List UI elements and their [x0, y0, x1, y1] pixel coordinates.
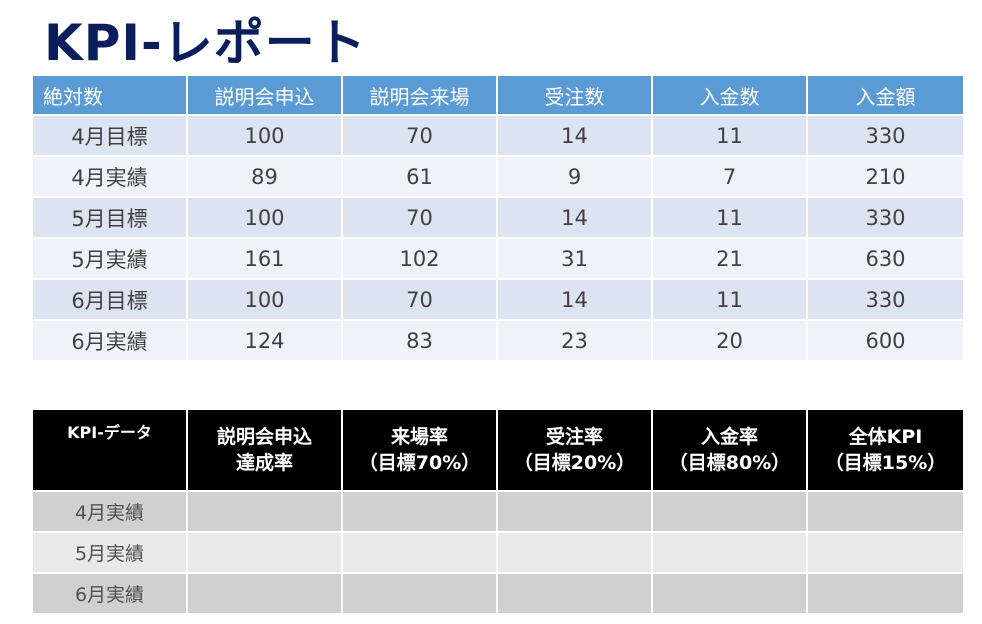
- column-header: 受注率 （目標20%）: [497, 410, 653, 492]
- column-header: 絶対数: [33, 76, 188, 116]
- table-cell: 124: [187, 320, 343, 362]
- table-row: 6月実績 124 83 23 20 600: [33, 320, 963, 362]
- table-row: 4月実績: [33, 491, 963, 533]
- table-cell: 330: [807, 197, 963, 239]
- table-cell: 11: [652, 197, 808, 239]
- table-cell: [342, 532, 498, 574]
- table-cell: 6月実績: [33, 320, 188, 362]
- table-cell: 11: [652, 115, 808, 157]
- table-cell: 330: [807, 115, 963, 157]
- table-cell: [187, 491, 343, 533]
- table-cell: 161: [187, 238, 343, 280]
- table-cell: 4月実績: [33, 156, 188, 198]
- column-header: 入金数: [652, 76, 808, 116]
- table-cell: 21: [652, 238, 808, 280]
- column-header: 説明会申込: [187, 76, 343, 116]
- table-cell: [497, 532, 653, 574]
- absolute-numbers-table: 絶対数 説明会申込 説明会来場 受注数 入金数 入金額 4月目標 100 70 …: [33, 76, 963, 362]
- table-cell: 330: [807, 279, 963, 321]
- table-cell: 100: [187, 115, 343, 157]
- table-cell: 4月目標: [33, 115, 188, 157]
- table-cell: 600: [807, 320, 963, 362]
- table-cell: 5月実績: [33, 532, 188, 574]
- table-cell: [497, 491, 653, 533]
- column-header: 入金額: [807, 76, 963, 116]
- column-header-line2: （目標15%）: [824, 452, 947, 474]
- table-row: 4月目標 100 70 14 11 330: [33, 115, 963, 157]
- table-cell: [342, 491, 498, 533]
- table-cell: [342, 573, 498, 615]
- table-row: 6月目標 100 70 14 11 330: [33, 279, 963, 321]
- column-header-line1: 説明会申込: [216, 426, 312, 448]
- table-cell: [652, 491, 808, 533]
- table-cell: 6月実績: [33, 573, 188, 615]
- table-cell: 70: [342, 115, 498, 157]
- table-cell: [652, 532, 808, 574]
- table-cell: [807, 491, 963, 533]
- table-cell: 14: [497, 115, 653, 157]
- column-header-line1: 受注率: [545, 426, 603, 448]
- table-cell: 83: [342, 320, 498, 362]
- table-cell: 100: [187, 197, 343, 239]
- table-cell: 70: [342, 197, 498, 239]
- table-cell: 6月目標: [33, 279, 188, 321]
- column-header: 説明会来場: [342, 76, 498, 116]
- column-header-line2: （目標80%）: [668, 452, 791, 474]
- column-header-line1: KPI-データ: [67, 423, 152, 442]
- table-cell: 23: [497, 320, 653, 362]
- table-cell: [652, 573, 808, 615]
- table-cell: [807, 532, 963, 574]
- column-header-line1: 全体KPI: [848, 426, 923, 448]
- column-header: 入金率 （目標80%）: [652, 410, 808, 492]
- table-row: 4月実績 89 61 9 7 210: [33, 156, 963, 198]
- table-cell: 5月目標: [33, 197, 188, 239]
- table-cell: [187, 532, 343, 574]
- table-header-row: 絶対数 説明会申込 説明会来場 受注数 入金数 入金額: [33, 76, 963, 116]
- table-cell: 89: [187, 156, 343, 198]
- table-cell: 7: [652, 156, 808, 198]
- column-header: 来場率 （目標70%）: [342, 410, 498, 492]
- table-cell: 4月実績: [33, 491, 188, 533]
- column-header: KPI-データ: [33, 410, 188, 492]
- table-cell: 11: [652, 279, 808, 321]
- column-header: 全体KPI （目標15%）: [807, 410, 963, 492]
- table-row: 5月目標 100 70 14 11 330: [33, 197, 963, 239]
- table-cell: 100: [187, 279, 343, 321]
- table-cell: 5月実績: [33, 238, 188, 280]
- column-header-line2: 達成率: [235, 452, 293, 474]
- table-cell: 14: [497, 279, 653, 321]
- column-header: 受注数: [497, 76, 653, 116]
- table-cell: 14: [497, 197, 653, 239]
- column-header-line2: （目標70%）: [358, 452, 481, 474]
- table-cell: 9: [497, 156, 653, 198]
- table-cell: [187, 573, 343, 615]
- column-header-line1: 来場率: [390, 426, 448, 448]
- table-cell: 102: [342, 238, 498, 280]
- table-cell: 210: [807, 156, 963, 198]
- table-header-row: KPI-データ 説明会申込 達成率 来場率 （目標70%） 受注率 （目標20%…: [33, 410, 963, 492]
- table-row: 5月実績: [33, 532, 963, 574]
- table-cell: 31: [497, 238, 653, 280]
- table-row: 5月実績 161 102 31 21 630: [33, 238, 963, 280]
- table-cell: 20: [652, 320, 808, 362]
- kpi-data-table: KPI-データ 説明会申込 達成率 来場率 （目標70%） 受注率 （目標20%…: [33, 410, 963, 615]
- table-cell: 61: [342, 156, 498, 198]
- column-header-line2: （目標20%）: [513, 452, 636, 474]
- column-header: 説明会申込 達成率: [187, 410, 343, 492]
- table-cell: 630: [807, 238, 963, 280]
- table-cell: 70: [342, 279, 498, 321]
- table-row: 6月実績: [33, 573, 963, 615]
- column-header-line1: 入金率: [700, 426, 758, 448]
- page-title: KPI-レポート: [44, 14, 367, 72]
- table-cell: [807, 573, 963, 615]
- table-cell: [497, 573, 653, 615]
